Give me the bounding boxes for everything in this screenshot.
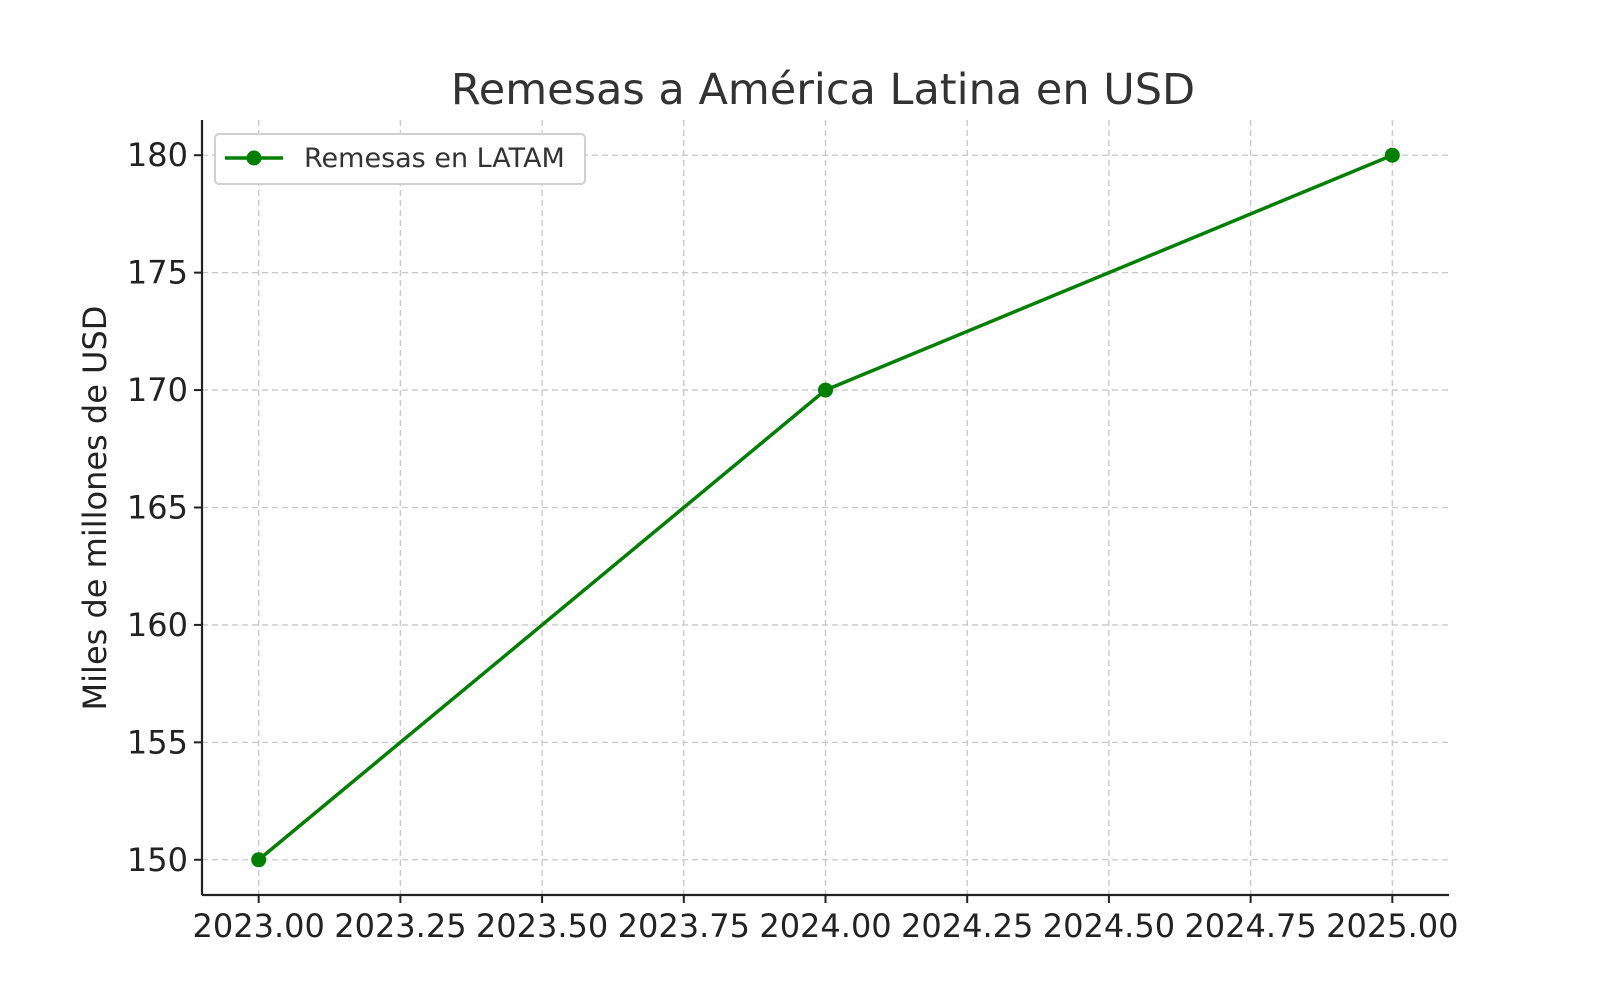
data-point [251,852,267,868]
legend-box [214,133,586,185]
y-tick-label: 160 [127,606,188,644]
y-tick-label: 150 [127,841,188,879]
x-tick-label: 2024.25 [901,907,1033,945]
x-tick-label: 2023.75 [618,907,750,945]
data-series [251,147,1400,868]
x-tick-label: 2023.00 [193,907,325,945]
x-tick-label: 2024.75 [1184,907,1316,945]
y-tick-label: 175 [127,254,188,292]
y-tick-label: 180 [127,136,188,174]
data-point [818,382,833,398]
x-axis-ticks: 2023.00 2023.25 2023.50 2023.75 2024.00 2024.… [193,895,1458,945]
legend-marker-swatch [246,150,262,166]
chart-title: Remesas a América Latina en USD [451,65,1195,115]
y-tick-label: 165 [127,489,188,527]
x-tick-label: 2023.50 [476,907,608,945]
y-tick-label: 155 [127,723,188,761]
y-axis-label: Miles de millones de USD [76,306,114,711]
x-tick-label: 2024.50 [1043,907,1175,945]
data-point [1384,147,1400,163]
y-axis-ticks: 150 155 160 165 170 175 180 [127,136,202,879]
x-tick-label: 2024.00 [759,907,891,945]
x-tick-label: 2023.25 [334,907,466,945]
legend-label: Remesas en LATAM [304,143,565,174]
grid [202,120,1449,895]
legend: Remesas en LATAM [214,133,586,185]
x-tick-label: 2025.00 [1326,907,1458,945]
y-tick-label: 170 [127,371,188,409]
